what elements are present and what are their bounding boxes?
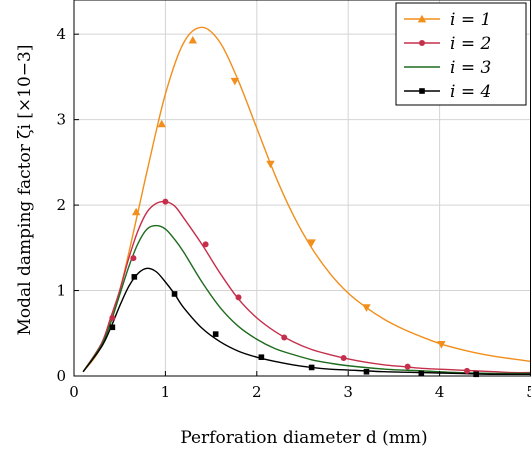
- legend: i = 1 i = 2 i = 3 i = 4: [395, 2, 527, 106]
- y-tick-label: 1: [56, 282, 66, 300]
- series-4-point: [473, 371, 479, 378]
- x-tick-label: 3: [343, 383, 353, 401]
- x-tick-label: 4: [435, 383, 445, 401]
- series-2-point: [281, 334, 288, 341]
- series-2-point: [202, 241, 209, 248]
- y-axis-label: Modal damping factor ζi [×10−3]: [15, 45, 35, 336]
- series-1-point: [307, 239, 316, 247]
- series-4-point: [258, 354, 265, 360]
- series-2-point: [404, 363, 411, 370]
- legend-marker-2: [419, 40, 425, 46]
- series-4-point: [109, 324, 116, 331]
- legend-box: [395, 2, 527, 106]
- series-2-point: [340, 355, 347, 362]
- series-1-point: [362, 304, 371, 312]
- legend-label-3: i = 3: [450, 58, 491, 78]
- series-markers: [109, 35, 479, 378]
- series-4-point: [171, 291, 178, 297]
- series-1-point: [437, 341, 446, 349]
- series-line-4: [82, 267, 531, 376]
- y-tick-label: 0: [56, 367, 66, 385]
- x-tick-label: 5: [526, 383, 531, 401]
- x-axis-label-text: Perforation diameter d (mm): [180, 428, 427, 448]
- series-2-point: [464, 367, 471, 374]
- series-1-point: [157, 119, 166, 128]
- series-2-point: [162, 198, 169, 205]
- axis-ticks: 0 1 2 3 4 5 0 1 2 3 4: [56, 25, 531, 401]
- legend-marker-4: [419, 88, 425, 94]
- series-line-2: [82, 200, 531, 374]
- y-tick-label: 2: [56, 196, 66, 214]
- x-tick-label: 1: [161, 383, 171, 401]
- series-lines: [82, 26, 531, 376]
- series-4-point: [212, 331, 219, 337]
- series-line-3: [82, 224, 531, 375]
- x-tick-label: 2: [252, 383, 262, 401]
- series-2-point: [235, 294, 242, 301]
- legend-label-1: i = 1: [450, 10, 491, 30]
- legend-label-2: i = 2: [450, 34, 491, 54]
- x-tick-label: 0: [69, 383, 79, 401]
- series-line-1: [82, 26, 531, 373]
- y-tick-label: 3: [56, 111, 66, 129]
- legend-label-4: i = 4: [450, 82, 491, 102]
- y-tick-label: 4: [56, 25, 66, 43]
- y-axis-label-text: Modal damping factor ζi [×10−3]: [15, 45, 35, 336]
- series-4-point: [363, 368, 370, 375]
- series-1-point: [230, 77, 240, 86]
- series-1-point: [266, 160, 275, 169]
- legend-marker-1: [417, 14, 427, 23]
- series-1-point: [188, 35, 198, 44]
- series-4-point: [418, 370, 425, 377]
- series-4-point: [131, 274, 138, 280]
- series-4-point: [308, 364, 315, 371]
- x-axis-label: Perforation diameter d (mm): [180, 428, 427, 448]
- series-2-point: [130, 255, 137, 262]
- series-1-point: [131, 207, 141, 216]
- series-2-point: [109, 314, 116, 321]
